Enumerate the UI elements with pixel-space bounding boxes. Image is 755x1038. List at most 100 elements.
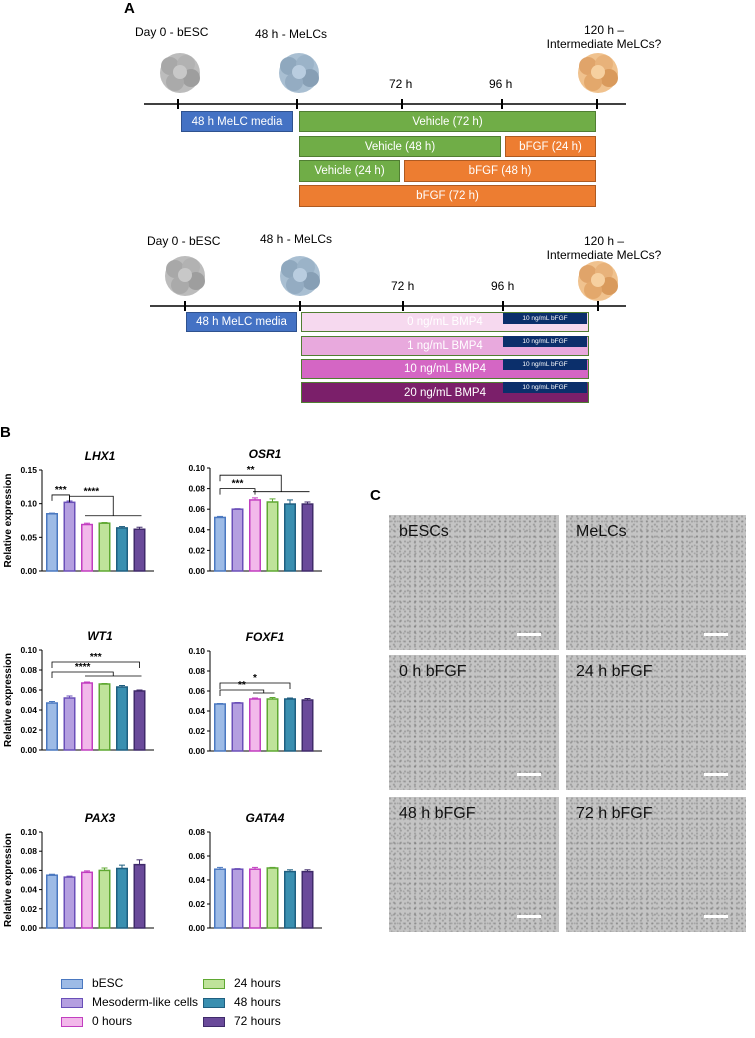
micrograph-72h-bFGF: 72 h bFGF — [566, 797, 746, 932]
bar-0-hours — [249, 698, 261, 752]
bar-mesoderm-like-cells — [231, 702, 244, 752]
legend-label-72h: 72 hours — [234, 1014, 281, 1028]
y-tick-label: 0.04 — [188, 525, 205, 535]
bar-48-hours — [284, 870, 296, 929]
chart-title: GATA4 — [246, 811, 285, 825]
y-tick-label: 0.10 — [20, 645, 37, 655]
cells — [160, 53, 200, 93]
bar-24-hours — [266, 501, 279, 572]
bfgf-box-1: 10 ng/mL bFGF — [503, 336, 587, 347]
bar-48-hours — [116, 867, 128, 929]
scale-bar — [517, 773, 541, 776]
y-tick-label: 0.02 — [188, 545, 205, 555]
y-tick-label: 0.00 — [20, 923, 37, 933]
significance-label: *** — [90, 652, 102, 663]
bar-0-hours — [81, 871, 93, 929]
timepoint-day0: Day 0 - bESC — [147, 234, 221, 248]
significance-label: *** — [55, 485, 67, 496]
significance-label: **** — [75, 662, 91, 673]
y-tick-label: 0.15 — [20, 465, 37, 475]
y-tick-label: 0.04 — [20, 885, 37, 895]
micrograph-label: 0 h bFGF — [399, 663, 467, 680]
micrograph-label: bESCs — [399, 523, 449, 540]
bar-48-hours — [284, 503, 296, 572]
y-tick-label: 0.08 — [188, 666, 205, 676]
scale-bar — [704, 915, 728, 918]
bfgf-72h-bar: bFGF (72 h) — [299, 185, 596, 207]
y-tick-label: 0.06 — [188, 686, 205, 696]
bar-besc — [46, 513, 58, 572]
legend-label-mesoderm: Mesoderm-like cells — [92, 995, 199, 1009]
y-tick-label: 0.04 — [188, 706, 205, 716]
panel-a-label: A — [124, 0, 135, 17]
scale-bar — [704, 633, 728, 636]
panel-b-charts: LHX1 Relative expression 0.00 0.05 0.10 0.15 *… — [3, 447, 322, 933]
chart-lhx1: LHX1 Relative expression 0.00 0.05 0.10 0.15 *… — [3, 449, 154, 576]
legend-swatch-48h — [203, 998, 225, 1008]
y-tick-label: 0.08 — [20, 665, 37, 675]
chart-title: WT1 — [87, 629, 113, 643]
significance-bracket — [51, 661, 140, 668]
media-bar-2: 48 h MeLC media — [186, 312, 297, 332]
legend-label-24h: 24 hours — [234, 976, 281, 990]
scale-bar — [704, 773, 728, 776]
timepoint-96h: 96 h — [491, 279, 515, 293]
y-tick-label: 0.08 — [188, 484, 205, 494]
y-tick-label: 0.06 — [188, 851, 205, 861]
bfgf-box-2: 10 ng/mL bFGF — [503, 359, 587, 370]
significance-label: * — [253, 673, 257, 684]
bar-mesoderm-like-cells — [231, 868, 244, 929]
chart-pax3: PAX3 Relative expression 0.00 0.02 0.04 0.06 0… — [3, 811, 154, 933]
bar-48-hours — [116, 527, 128, 572]
bar-0-hours — [249, 499, 261, 572]
y-axis-label: Relative expression — [3, 474, 14, 568]
bar-0-hours — [81, 682, 93, 751]
y-tick-label: 0.02 — [188, 899, 205, 909]
y-tick-label: 0.00 — [188, 746, 205, 756]
bar-24-hours — [98, 869, 111, 929]
legend-swatch-24h — [203, 979, 225, 989]
bar-besc — [46, 702, 58, 751]
bar-24-hours — [266, 867, 279, 929]
bar-24-hours — [98, 522, 111, 572]
y-tick-label: 0.00 — [20, 745, 37, 755]
y-tick-label: 0.08 — [20, 846, 37, 856]
significance-bracket — [219, 682, 291, 689]
micrograph-label: 72 h bFGF — [576, 805, 653, 822]
micrograph-bESCs: bESCs — [389, 515, 559, 650]
timepoint-72h: 72 h — [389, 77, 413, 91]
bar-24-hours — [98, 683, 111, 751]
timeline-2-axis — [150, 301, 626, 311]
bar-48-hours — [116, 686, 128, 751]
micrograph-24h-bFGF: 24 h bFGF — [566, 655, 746, 790]
y-tick-label: 0.08 — [188, 827, 205, 837]
micrograph-0h-bFGF: 0 h bFGF — [389, 655, 559, 790]
chart-title: PAX3 — [85, 811, 116, 825]
timepoint-96h: 96 h — [489, 77, 513, 91]
cell-cluster-MeLCs — [280, 256, 320, 296]
y-tick-label: 0.02 — [20, 904, 37, 914]
y-tick-label: 0.00 — [188, 566, 205, 576]
bar-72-hours — [301, 870, 314, 929]
chart-title: LHX1 — [85, 449, 116, 463]
bar-72-hours — [133, 863, 146, 929]
micrograph-48h-bFGF: 48 h bFGF — [389, 797, 559, 932]
legend-swatch-mesoderm — [61, 998, 83, 1008]
bar-mesoderm-like-cells — [63, 697, 76, 751]
bar-mesoderm-like-cells — [231, 508, 244, 572]
timepoint-48h: 48 h - MeLCs — [255, 27, 328, 41]
timepoint-120h: 120 h – Intermediate MeLCs? — [546, 234, 662, 262]
bar-72-hours — [301, 699, 314, 752]
bar-mesoderm-like-cells — [63, 876, 76, 929]
bar-mesoderm-like-cells — [63, 501, 76, 572]
significance-bracket — [51, 671, 114, 678]
significance-label: *** — [232, 479, 244, 490]
significance-bracket — [219, 474, 282, 492]
y-tick-label: 0.10 — [20, 827, 37, 837]
scale-bar — [517, 633, 541, 636]
timepoint-48h: 48 h - MeLCs — [260, 232, 333, 246]
micrograph-label: 24 h bFGF — [576, 663, 653, 680]
cell-cluster-MeLCs — [279, 53, 319, 93]
significance-label: ** — [238, 680, 246, 691]
